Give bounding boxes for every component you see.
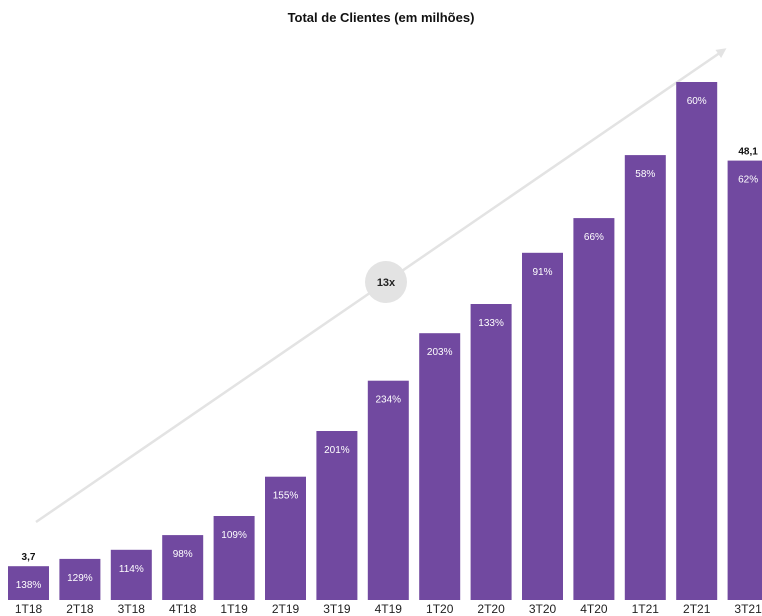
bar-3T21 bbox=[727, 160, 762, 600]
x-tick-3T20: 3T20 bbox=[529, 602, 557, 616]
growth-label-4T19: 234% bbox=[376, 395, 402, 406]
chart-title: Total de Clientes (em milhões) bbox=[288, 10, 475, 25]
bar-1T20 bbox=[419, 333, 461, 600]
bar-1T18 bbox=[8, 566, 49, 600]
growth-badge-label: 13x bbox=[377, 277, 396, 289]
bar-1T21 bbox=[624, 155, 666, 600]
growth-label-2T19: 155% bbox=[273, 491, 299, 502]
growth-label-1T21: 58% bbox=[635, 169, 655, 180]
growth-label-3T21: 62% bbox=[738, 175, 758, 186]
bar-2T21 bbox=[676, 82, 718, 600]
growth-label-2T21: 60% bbox=[687, 96, 707, 107]
x-tick-1T18: 1T18 bbox=[15, 602, 43, 616]
x-tick-3T19: 3T19 bbox=[323, 602, 351, 616]
bar-4T20 bbox=[573, 218, 615, 600]
growth-label-4T18: 98% bbox=[173, 549, 193, 560]
bar-4T18 bbox=[162, 535, 204, 600]
x-tick-3T18: 3T18 bbox=[118, 602, 146, 616]
growth-label-1T18: 138% bbox=[16, 580, 42, 591]
x-tick-4T18: 4T18 bbox=[169, 602, 197, 616]
growth-label-3T19: 201% bbox=[324, 445, 350, 456]
x-tick-2T19: 2T19 bbox=[272, 602, 300, 616]
start-value-label: 3,7 bbox=[22, 552, 36, 563]
x-tick-1T19: 1T19 bbox=[220, 602, 248, 616]
x-tick-3T21: 3T21 bbox=[734, 602, 762, 616]
bars-group: 138% 129% 114% 98% 109% 155% 201% 234% 203% 133% 9… bbox=[8, 82, 762, 601]
growth-badge-circle bbox=[365, 261, 407, 303]
x-tick-4T20: 4T20 bbox=[580, 602, 608, 616]
bar-3T19 bbox=[316, 431, 358, 600]
x-tick-2T21: 2T21 bbox=[683, 602, 711, 616]
growth-label-3T18: 114% bbox=[119, 564, 144, 575]
growth-label-1T20: 203% bbox=[427, 347, 453, 358]
growth-label-3T20: 91% bbox=[532, 267, 552, 278]
x-tick-4T19: 4T19 bbox=[375, 602, 403, 616]
x-tick-2T18: 2T18 bbox=[66, 602, 94, 616]
bar-2T20 bbox=[470, 304, 512, 600]
bar-4T19 bbox=[367, 380, 409, 600]
growth-badge: 13x bbox=[365, 261, 407, 303]
bar-2T19 bbox=[265, 476, 306, 600]
bar-3T18 bbox=[110, 549, 152, 600]
growth-label-1T19: 109% bbox=[221, 530, 247, 541]
growth-label-2T18: 129% bbox=[67, 573, 93, 584]
bar-3T20 bbox=[522, 252, 563, 601]
x-axis-ticks: 1T18 2T18 3T18 4T18 1T19 2T19 3T19 4T19 1T20 2T20… bbox=[15, 602, 762, 616]
x-tick-2T20: 2T20 bbox=[477, 602, 505, 616]
bar-2T18 bbox=[59, 558, 101, 600]
growth-label-2T20: 133% bbox=[478, 318, 504, 329]
x-tick-1T21: 1T21 bbox=[632, 602, 660, 616]
growth-label-4T20: 66% bbox=[584, 232, 604, 243]
x-tick-1T20: 1T20 bbox=[426, 602, 454, 616]
end-value-label: 48,1 bbox=[738, 147, 758, 158]
bar-1T19 bbox=[213, 516, 255, 600]
